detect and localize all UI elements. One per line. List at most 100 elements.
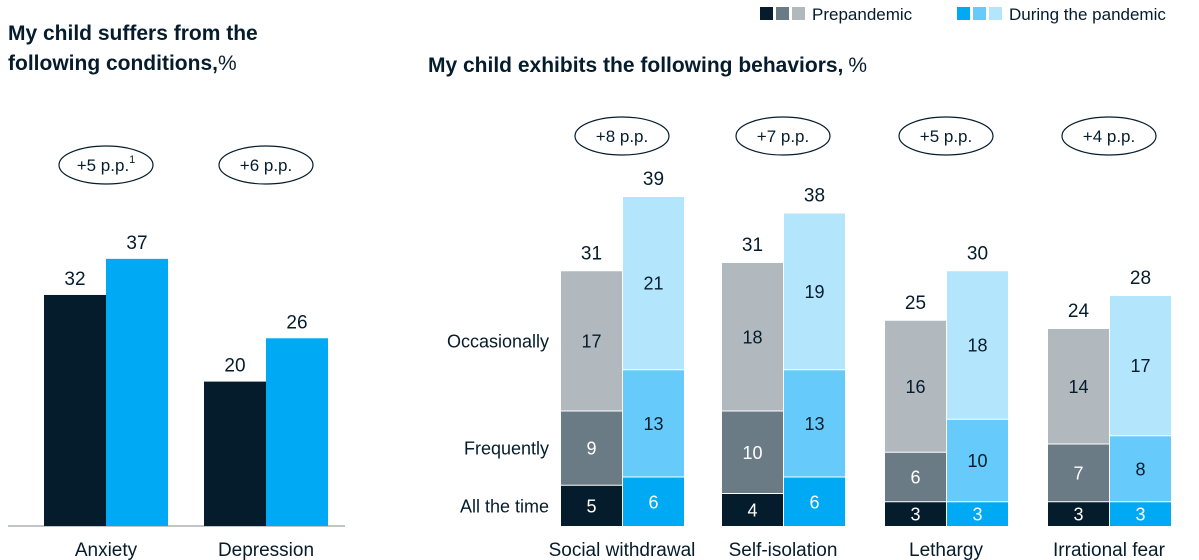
segment-value-label: 17 <box>581 331 601 351</box>
bar-value-label: 32 <box>64 269 85 290</box>
annotation-oval <box>218 145 314 185</box>
segment-prepandemic-frequently <box>722 411 783 493</box>
bar-total-label: 28 <box>1130 268 1151 289</box>
bar-total-label: 25 <box>905 293 926 314</box>
legend-swatch <box>760 7 773 20</box>
segment-during-the-pandemic-occasionally <box>623 197 684 370</box>
segment-value-label: 21 <box>643 274 663 294</box>
x-tick-label: Depression <box>218 540 314 560</box>
annotation-value: +5 p.p. <box>920 127 972 146</box>
bar-prepandemic <box>44 294 106 526</box>
segment-value-label: 13 <box>804 414 824 434</box>
category-social-withdrawal: 5 9 17 31 6 13 21 39 Social withdrawal +8 p.p. <box>549 116 696 560</box>
legend-swatch <box>792 7 805 20</box>
legend-swatch <box>776 7 789 20</box>
segment-prepandemic-frequently <box>1048 444 1109 502</box>
legend-pandemic-swatches <box>957 7 1002 20</box>
segment-value-label: 6 <box>809 492 819 512</box>
segment-during-the-pandemic-all-the-time <box>623 477 684 526</box>
annotation-value: +5 p.p. <box>77 156 129 175</box>
segment-during-the-pandemic-all-the-time <box>947 502 1008 526</box>
segment-value-label: 5 <box>586 496 596 516</box>
change-annotation: +6 p.p. <box>218 145 314 185</box>
annotation-footnote: 1 <box>129 154 135 166</box>
segment-value-label: 17 <box>1130 356 1150 376</box>
segment-prepandemic-all-the-time <box>722 494 783 526</box>
category-self-isolation: 4 10 18 31 6 13 19 38 Self-isolation +7 p.p. <box>722 116 845 560</box>
segment-during-the-pandemic-all-the-time <box>784 477 845 526</box>
category-lethargy: 3 6 16 25 3 10 18 30 Lethargy +5 p.p. <box>885 116 1008 560</box>
bar-total-label: 24 <box>1068 301 1090 322</box>
annotation-value: +8 p.p. <box>596 127 648 146</box>
bar-total-label: 31 <box>742 235 763 256</box>
segment-value-label: 6 <box>910 468 920 488</box>
x-tick-label: Irrational fear <box>1053 540 1166 560</box>
segment-value-label: 13 <box>643 414 663 434</box>
segment-value-label: 16 <box>905 377 925 397</box>
left-chart-plot: 32 37 Anxiety +5 p.p.1 20 26 Depression +6 p.p. <box>8 145 345 560</box>
bar-prepandemic <box>204 381 266 526</box>
category-anxiety: 32 37 Anxiety +5 p.p.1 <box>44 145 168 560</box>
segment-value-label: 4 <box>747 501 757 521</box>
annotation-text: +4 p.p. <box>1083 127 1135 146</box>
segment-during-the-pandemic-occasionally <box>947 271 1008 419</box>
left-chart-title-line2: following conditions, <box>8 52 218 75</box>
x-tick-label: Social withdrawal <box>549 540 696 560</box>
segment-value-label: 14 <box>1068 377 1088 397</box>
annotation-text: +5 p.p. <box>920 127 972 146</box>
x-tick-label: Self-isolation <box>729 540 838 560</box>
legend: Prepandemic During the pandemic <box>760 5 1166 24</box>
legend-swatch <box>973 7 986 20</box>
annotation-text: +8 p.p. <box>596 127 648 146</box>
segment-prepandemic-all-the-time <box>561 485 622 526</box>
bar-total-label: 30 <box>967 243 988 264</box>
annotation-oval <box>898 116 994 156</box>
segment-during-the-pandemic-occasionally <box>1110 296 1171 436</box>
legend-swatch <box>957 7 970 20</box>
annotation-text: +7 p.p. <box>757 127 809 146</box>
bar-value-label: 20 <box>224 356 245 377</box>
category-depression: 20 26 Depression +6 p.p. <box>204 145 328 560</box>
segment-prepandemic-all-the-time <box>885 502 946 526</box>
segment-value-label: 19 <box>804 282 824 302</box>
annotation-value: +7 p.p. <box>757 127 809 146</box>
x-tick-label: Lethargy <box>909 540 983 560</box>
category-irrational-fear: 3 7 14 24 3 8 17 28 Irrational fear +4 p.p. <box>1048 116 1171 560</box>
legend-prepandemic-label: Prepandemic <box>812 5 913 24</box>
change-annotation: +7 p.p. <box>735 116 831 156</box>
annotation-text: +6 p.p. <box>240 156 292 175</box>
bar-total-label: 31 <box>581 243 602 264</box>
change-annotation: +5 p.p.1 <box>58 145 154 185</box>
segment-value-label: 3 <box>972 505 982 525</box>
left-chart-title-line1: My child suffers from the <box>8 22 258 45</box>
legend-prepandemic-swatches <box>760 7 805 20</box>
segment-value-label: 8 <box>1135 459 1145 479</box>
segment-value-label: 7 <box>1073 463 1083 483</box>
segment-value-label: 3 <box>1135 505 1145 525</box>
legend-swatch <box>989 7 1002 20</box>
change-annotation: +8 p.p. <box>574 116 670 156</box>
segment-during-the-pandemic-frequently <box>1110 436 1171 502</box>
segment-prepandemic-frequently <box>561 411 622 485</box>
left-chart-title-unit: % <box>218 52 237 75</box>
change-annotation: +5 p.p. <box>898 116 994 156</box>
bar-during-the-pandemic <box>266 338 328 526</box>
annotation-oval <box>574 116 670 156</box>
segment-during-the-pandemic-frequently <box>947 419 1008 502</box>
bar-value-label: 37 <box>126 233 147 254</box>
segment-prepandemic-occasionally <box>1048 329 1109 444</box>
change-annotation: +4 p.p. <box>1061 116 1157 156</box>
bar-total-label: 38 <box>804 186 825 207</box>
bar-during-the-pandemic <box>106 258 168 526</box>
annotation-oval <box>735 116 831 156</box>
segment-value-label: 18 <box>742 327 762 347</box>
segment-value-label: 9 <box>586 439 596 459</box>
segment-prepandemic-occasionally <box>561 271 622 411</box>
segment-prepandemic-frequently <box>885 452 946 502</box>
segment-during-the-pandemic-occasionally <box>784 213 845 370</box>
right-chart-title: My child exhibits the following behavior… <box>428 54 867 77</box>
segment-value-label: 18 <box>967 336 987 356</box>
left-chart-title: My child suffers from the following cond… <box>8 22 264 75</box>
right-chart-plot: All the timeFrequentlyOccasionally591731… <box>447 116 1171 560</box>
